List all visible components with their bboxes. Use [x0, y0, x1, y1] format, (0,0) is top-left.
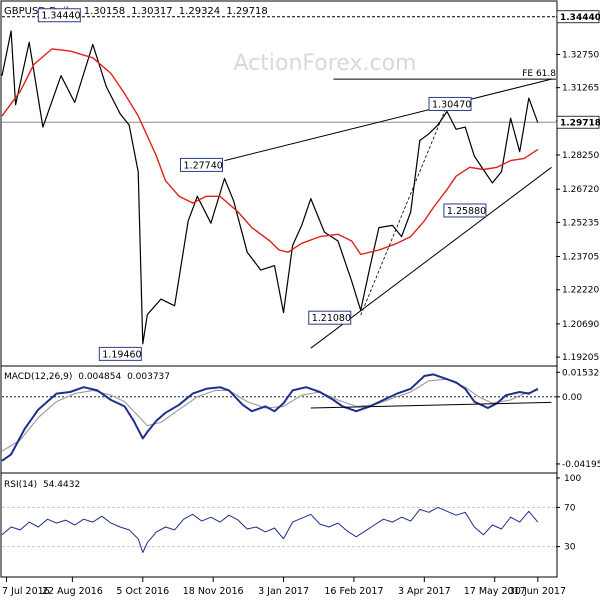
watermark: ActionForex.com	[234, 51, 417, 76]
price-tick-label: 1.22220	[562, 286, 599, 296]
price-line	[1, 30, 539, 345]
rsi-line	[1, 506, 539, 553]
open-value: 1.30158	[84, 6, 125, 17]
x-tick-label: 16 Feb 2017	[324, 586, 383, 597]
price-annotations: 1.34440 1.19460 1.27740 1.21080 1.30470 1.258…	[37, 8, 487, 361]
rsi-header: RSI(14) 54.4432	[4, 480, 80, 490]
close-value: 1.29718	[226, 6, 267, 17]
annotation-box	[443, 203, 487, 218]
fe-label: FE 61.8	[522, 69, 556, 79]
trendline-upper	[224, 78, 552, 162]
annotation-box	[308, 310, 352, 325]
price-tick-label: 1.31265	[562, 84, 599, 94]
macd-tick-label: 0.00	[562, 393, 582, 403]
macd-value: 0.004854	[78, 372, 121, 382]
x-tick-label: 18 Nov 2016	[183, 586, 244, 597]
price-tick-label: 1.28250	[562, 151, 599, 161]
resistance-price-tag: 1.34440	[560, 13, 600, 23]
rsi-value: 54.4432	[43, 480, 80, 490]
current-price-tag-box	[556, 115, 600, 129]
rsi-tick-label: 100	[564, 474, 581, 484]
annotation-label: 1.27740	[184, 160, 223, 171]
rsi-label: RSI(14)	[4, 480, 37, 490]
price-series	[1, 30, 539, 345]
wave-projection-dashed	[360, 105, 448, 316]
annotation-label: 1.21080	[312, 313, 351, 324]
x-tick-label: 3 Apr 2017	[398, 586, 451, 597]
price-tick-label: 1.32750	[562, 50, 599, 60]
macd-header: MACD(12,26,9) 0.004854 0.003737	[4, 372, 170, 382]
annotation-box	[98, 346, 142, 361]
x-tick-label: 17 May 2017	[464, 586, 526, 597]
rsi-axis: 100 70 30	[2, 474, 581, 553]
macd-tick-label: -0.041957	[562, 460, 600, 470]
macd-line	[1, 373, 539, 462]
moving-average-line	[1, 48, 539, 256]
annotation-label: 1.25880	[447, 206, 486, 217]
price-axis: 1.344401.327501.312651.297801.282501.267…	[556, 10, 600, 363]
price-guide-lines	[2, 16, 556, 123]
rsi-tick-label: 30	[564, 543, 576, 553]
price-tick-label: 1.20690	[562, 320, 599, 330]
macd-signal-value: 0.003737	[127, 372, 170, 382]
price-tick-label: 1.25235	[562, 218, 599, 228]
macd-axis: 0.015325 0.00 -0.041957	[2, 368, 600, 470]
price-tick-label: 1.23705	[562, 253, 599, 263]
macd-label: MACD(12,26,9)	[4, 372, 72, 382]
macd-tick-label: 0.015325	[562, 368, 600, 378]
annotation-label: 1.34440	[41, 11, 80, 22]
x-tick-label: 30 Jun 2017	[509, 586, 566, 597]
annotation-box	[428, 96, 472, 111]
macd-support-line	[310, 401, 552, 409]
rsi-tick-label: 70	[564, 503, 576, 513]
price-tick-label: 1.19205	[562, 353, 599, 363]
x-tick-label: 7 Jul 2016	[2, 586, 50, 597]
high-value: 1.30317	[131, 6, 172, 17]
price-tick-label: 1.26720	[562, 185, 599, 195]
annotation-label: 1.19460	[102, 349, 141, 360]
annotation-box	[37, 8, 81, 23]
fe-label-group: FE 61.8	[522, 69, 556, 79]
rsi-series	[1, 506, 539, 553]
low-value: 1.29324	[179, 6, 220, 17]
x-tick-label: 22 Aug 2016	[42, 586, 103, 597]
macd-series	[1, 373, 552, 462]
x-tick-label: 5 Oct 2016	[116, 586, 169, 597]
symbol-label: GBPUSD	[4, 6, 46, 17]
x-tick-label: 3 Jan 2017	[258, 586, 309, 597]
rsi-panel-frame	[0, 472, 558, 578]
resistance-price-tag-box	[556, 10, 600, 24]
annotation-label: 1.30470	[432, 99, 471, 110]
annotation-box	[180, 157, 224, 172]
current-price-tag: 1.29718	[560, 119, 600, 129]
